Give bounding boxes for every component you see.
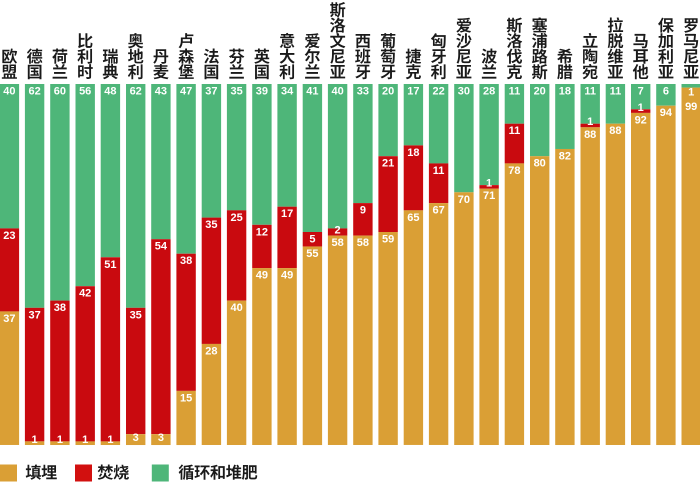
svg-text:33: 33	[357, 86, 369, 98]
svg-text:51: 51	[104, 259, 116, 271]
svg-text:5: 5	[309, 234, 315, 246]
svg-text:1: 1	[638, 102, 644, 114]
svg-text:37: 37	[28, 309, 40, 321]
svg-text:78: 78	[508, 165, 520, 177]
svg-text:59: 59	[382, 234, 394, 246]
svg-text:20: 20	[382, 86, 394, 98]
svg-text:38: 38	[54, 302, 66, 314]
svg-text:2: 2	[335, 225, 341, 237]
svg-text:62: 62	[28, 86, 40, 98]
svg-text:48: 48	[104, 86, 116, 98]
svg-text:70: 70	[458, 194, 470, 206]
svg-text:58: 58	[357, 237, 369, 249]
svg-text:18: 18	[407, 147, 419, 159]
svg-text:12: 12	[256, 226, 268, 238]
svg-text:82: 82	[559, 151, 571, 163]
svg-text:1: 1	[57, 434, 63, 446]
svg-text:88: 88	[584, 129, 596, 141]
svg-text:35: 35	[205, 219, 217, 231]
svg-text:94: 94	[660, 107, 673, 119]
svg-text:55: 55	[306, 248, 318, 260]
svg-text:41: 41	[306, 86, 318, 98]
svg-text:60: 60	[54, 86, 66, 98]
svg-text:9: 9	[360, 205, 366, 217]
svg-text:20: 20	[534, 86, 546, 98]
svg-text:40: 40	[230, 302, 242, 314]
svg-text:34: 34	[281, 86, 294, 98]
svg-text:42: 42	[79, 288, 91, 300]
svg-text:18: 18	[559, 86, 571, 98]
svg-text:40: 40	[331, 86, 343, 98]
svg-text:11: 11	[509, 86, 521, 98]
svg-text:71: 71	[483, 190, 495, 202]
svg-text:3: 3	[133, 432, 139, 444]
svg-text:49: 49	[256, 270, 268, 282]
svg-text:3: 3	[158, 432, 164, 444]
svg-text:15: 15	[180, 392, 192, 404]
svg-text:11: 11	[433, 165, 445, 177]
svg-text:43: 43	[155, 86, 167, 98]
svg-text:1: 1	[32, 434, 38, 446]
svg-text:88: 88	[609, 125, 621, 137]
svg-text:1: 1	[82, 434, 88, 446]
svg-text:35: 35	[130, 309, 142, 321]
svg-text:6: 6	[663, 86, 669, 98]
svg-text:92: 92	[635, 114, 647, 126]
svg-text:1: 1	[587, 116, 593, 128]
svg-text:65: 65	[407, 212, 419, 224]
svg-text:28: 28	[205, 345, 217, 357]
svg-text:49: 49	[281, 270, 293, 282]
svg-text:7: 7	[638, 86, 644, 98]
svg-text:37: 37	[205, 86, 217, 98]
svg-text:40: 40	[3, 86, 15, 98]
svg-text:17: 17	[281, 208, 293, 220]
svg-text:1: 1	[107, 434, 113, 446]
svg-text:99: 99	[685, 101, 697, 113]
svg-text:39: 39	[256, 86, 268, 98]
svg-text:28: 28	[483, 86, 495, 98]
svg-text:11: 11	[610, 86, 622, 98]
svg-text:62: 62	[130, 86, 142, 98]
svg-text:54: 54	[155, 241, 168, 253]
svg-text:30: 30	[458, 86, 470, 98]
svg-text:67: 67	[432, 205, 444, 217]
svg-text:25: 25	[230, 212, 242, 224]
svg-text:1: 1	[486, 178, 492, 190]
svg-text:11: 11	[509, 125, 521, 137]
svg-text:56: 56	[79, 86, 91, 98]
svg-text:80: 80	[534, 158, 546, 170]
svg-text:22: 22	[432, 86, 444, 98]
svg-text:23: 23	[3, 230, 15, 242]
svg-text:38: 38	[180, 255, 192, 267]
svg-text:58: 58	[331, 237, 343, 249]
svg-text:11: 11	[584, 86, 596, 98]
svg-text:47: 47	[180, 86, 192, 98]
svg-text:1: 1	[688, 87, 694, 99]
svg-text:35: 35	[230, 86, 242, 98]
svg-text:37: 37	[3, 313, 15, 325]
svg-text:21: 21	[382, 158, 394, 170]
svg-text:17: 17	[407, 86, 419, 98]
